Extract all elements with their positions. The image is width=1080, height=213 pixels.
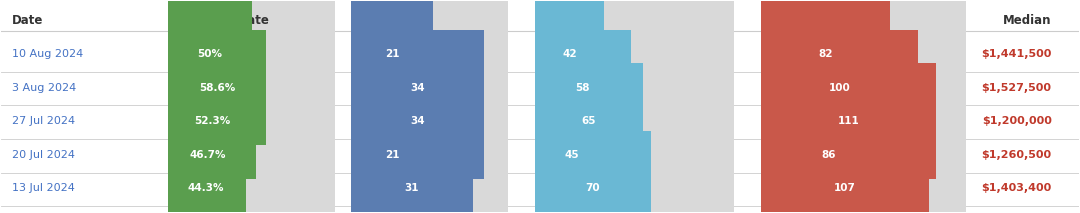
Text: 86: 86	[821, 150, 836, 160]
Text: 34: 34	[410, 83, 426, 93]
Text: 111: 111	[837, 116, 859, 126]
FancyBboxPatch shape	[168, 63, 335, 179]
Text: 45: 45	[565, 150, 579, 160]
Text: 21: 21	[386, 150, 400, 160]
FancyBboxPatch shape	[351, 30, 484, 145]
Text: $1,527,500: $1,527,500	[982, 83, 1052, 93]
FancyBboxPatch shape	[760, 97, 896, 213]
FancyBboxPatch shape	[760, 30, 918, 145]
FancyBboxPatch shape	[760, 97, 966, 213]
FancyBboxPatch shape	[535, 0, 605, 112]
FancyBboxPatch shape	[535, 30, 734, 145]
Text: 58.6%: 58.6%	[199, 83, 235, 93]
FancyBboxPatch shape	[168, 30, 335, 145]
FancyBboxPatch shape	[168, 63, 256, 179]
Text: 70: 70	[585, 183, 600, 193]
Text: 34: 34	[410, 116, 426, 126]
Text: 46.7%: 46.7%	[189, 150, 226, 160]
Text: Date: Date	[12, 14, 43, 27]
FancyBboxPatch shape	[168, 0, 252, 112]
Text: 50%: 50%	[198, 49, 222, 59]
FancyBboxPatch shape	[760, 30, 966, 145]
Text: 21: 21	[386, 49, 400, 59]
Text: Median: Median	[1003, 14, 1052, 27]
FancyBboxPatch shape	[760, 0, 966, 112]
FancyBboxPatch shape	[535, 30, 631, 145]
Text: $1,441,500: $1,441,500	[982, 49, 1052, 59]
Text: 27 Jul 2024: 27 Jul 2024	[12, 116, 76, 126]
FancyBboxPatch shape	[760, 63, 966, 179]
FancyBboxPatch shape	[760, 63, 935, 179]
FancyBboxPatch shape	[351, 131, 473, 213]
FancyBboxPatch shape	[351, 63, 484, 179]
Text: 65: 65	[581, 116, 596, 126]
FancyBboxPatch shape	[535, 63, 734, 179]
FancyBboxPatch shape	[760, 0, 890, 112]
FancyBboxPatch shape	[351, 30, 508, 145]
FancyBboxPatch shape	[168, 30, 266, 145]
Text: 44.3%: 44.3%	[187, 183, 224, 193]
Text: 107: 107	[834, 183, 856, 193]
Text: 52.3%: 52.3%	[194, 116, 230, 126]
Text: $1,403,400: $1,403,400	[982, 183, 1052, 193]
FancyBboxPatch shape	[760, 131, 966, 213]
FancyBboxPatch shape	[760, 131, 929, 213]
Text: $1,200,000: $1,200,000	[982, 116, 1052, 126]
FancyBboxPatch shape	[168, 131, 335, 213]
FancyBboxPatch shape	[351, 63, 508, 179]
Text: 100: 100	[828, 83, 850, 93]
FancyBboxPatch shape	[535, 63, 643, 179]
Text: 3 Aug 2024: 3 Aug 2024	[12, 83, 77, 93]
FancyBboxPatch shape	[351, 131, 508, 213]
Text: 42: 42	[563, 49, 577, 59]
Text: Clearance Rate: Clearance Rate	[168, 14, 269, 27]
FancyBboxPatch shape	[168, 131, 242, 213]
FancyBboxPatch shape	[351, 97, 433, 213]
FancyBboxPatch shape	[351, 0, 508, 112]
Text: 20 Jul 2024: 20 Jul 2024	[12, 150, 76, 160]
FancyBboxPatch shape	[535, 131, 734, 213]
Text: Sold: Sold	[351, 14, 380, 27]
Text: 31: 31	[405, 183, 419, 193]
FancyBboxPatch shape	[535, 0, 734, 112]
Text: 13 Jul 2024: 13 Jul 2024	[12, 183, 75, 193]
FancyBboxPatch shape	[168, 97, 246, 213]
FancyBboxPatch shape	[535, 131, 651, 213]
FancyBboxPatch shape	[535, 97, 609, 213]
Text: Reported: Reported	[535, 14, 596, 27]
Text: $1,260,500: $1,260,500	[982, 150, 1052, 160]
FancyBboxPatch shape	[351, 0, 433, 112]
Text: Listed: Listed	[760, 14, 801, 27]
FancyBboxPatch shape	[168, 97, 335, 213]
FancyBboxPatch shape	[535, 97, 734, 213]
Text: 82: 82	[819, 49, 833, 59]
Text: 58: 58	[576, 83, 590, 93]
Text: 10 Aug 2024: 10 Aug 2024	[12, 49, 83, 59]
FancyBboxPatch shape	[168, 0, 335, 112]
FancyBboxPatch shape	[351, 97, 508, 213]
